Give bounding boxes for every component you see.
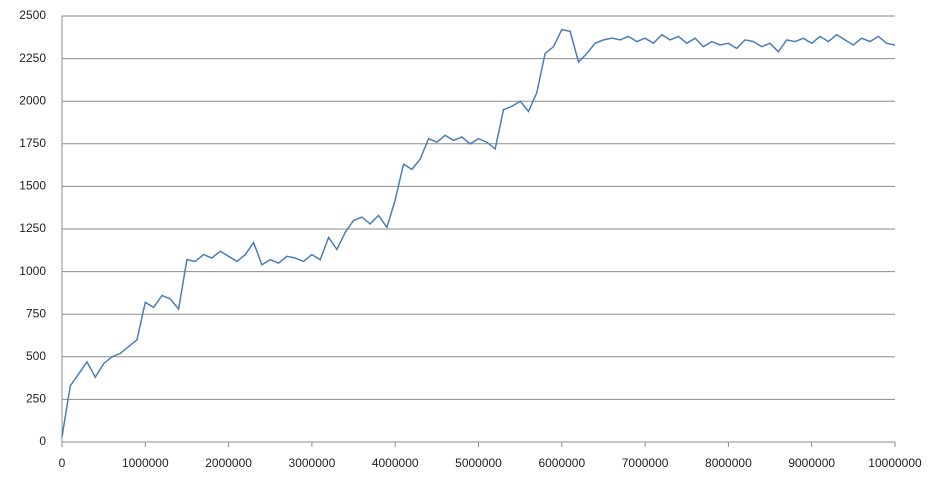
x-tick-label: 6000000 <box>538 456 585 470</box>
y-tick-label: 250 <box>26 392 46 406</box>
x-tick-label: 4000000 <box>372 456 419 470</box>
y-tick-label: 500 <box>26 349 46 363</box>
x-tick-label: 7000000 <box>622 456 669 470</box>
x-tick-label: 2000000 <box>205 456 252 470</box>
x-tick-label: 5000000 <box>455 456 502 470</box>
y-tick-label: 750 <box>26 306 46 320</box>
x-tick-label: 3000000 <box>289 456 336 470</box>
x-tick-label: 10000000 <box>868 456 922 470</box>
y-tick-label: 1750 <box>19 136 46 150</box>
y-tick-label: 1500 <box>19 179 46 193</box>
x-tick-label: 9000000 <box>788 456 835 470</box>
x-tick-label: 8000000 <box>705 456 752 470</box>
y-tick-label: 1250 <box>19 221 46 235</box>
y-tick-label: 2250 <box>19 51 46 65</box>
y-tick-label: 0 <box>39 434 46 448</box>
y-tick-label: 2500 <box>19 8 46 22</box>
y-tick-label: 1000 <box>19 264 46 278</box>
data-line <box>61 28 896 438</box>
y-tick-label: 2000 <box>19 93 46 107</box>
x-tick-label: 0 <box>59 456 66 470</box>
x-tick-label: 1000000 <box>122 456 169 470</box>
